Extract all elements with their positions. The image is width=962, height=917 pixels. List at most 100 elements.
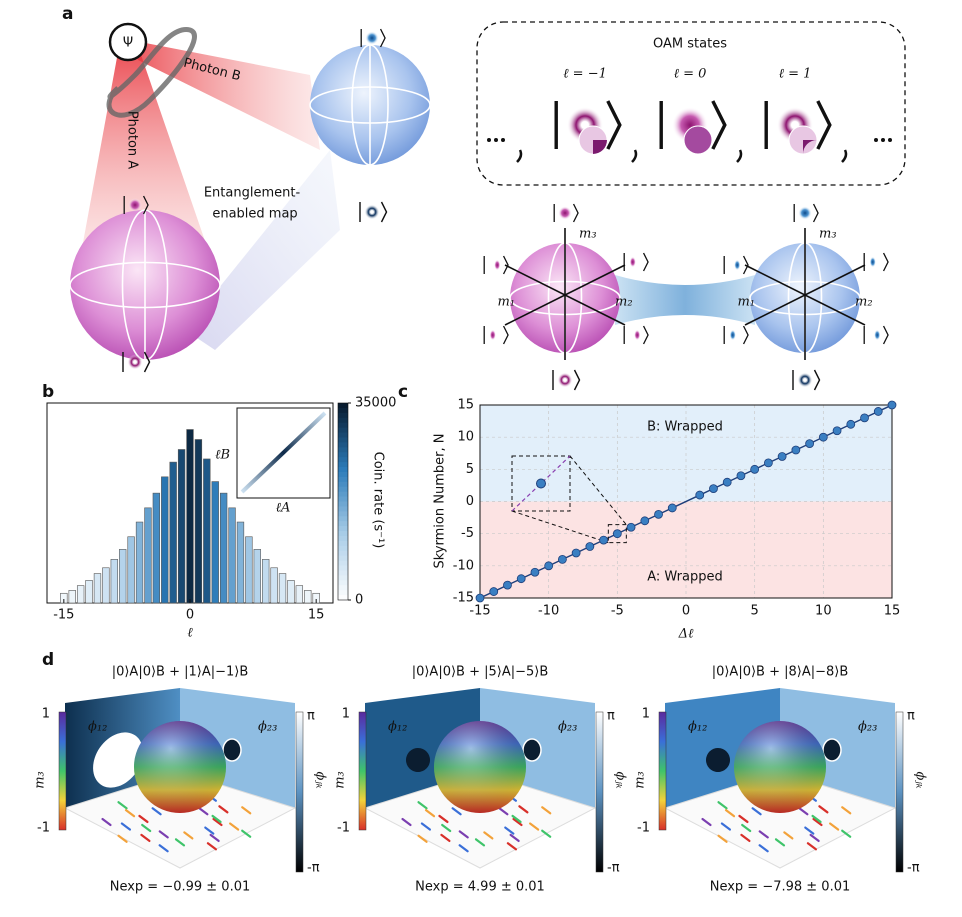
spin-arrow [438,814,449,824]
x-tick-label: -5 [611,604,624,619]
ket-angle [502,325,509,345]
oam-label: ℓ = 0 [674,67,707,82]
spin-arrow [806,842,817,851]
y-tick-label: 5 [466,462,474,477]
bar [236,521,245,604]
ket-angle [816,100,832,150]
point [489,587,499,596]
ellipsis-dot [487,138,491,142]
state-title: |0⟩A|0⟩B + |8⟩A|−8⟩B [712,665,849,680]
x-tick-label: 0 [186,608,194,623]
y-axis-label: Skyrmion Number, N [433,434,448,569]
colorbar-tick-label: 35000 [355,396,396,411]
colorbar-cell [338,407,348,414]
colorbar-cell [338,471,348,478]
ellipsis-dot [881,138,885,142]
colorbar-frame [337,402,349,601]
point [503,580,512,590]
colorbar-tick-label: π [907,709,915,724]
mode-icon [797,372,813,388]
colorbar-tick-label: -π [607,861,620,876]
inset-diagonal [240,411,327,494]
map-label: enabled map [212,207,297,222]
y-tick-label: 0 [466,494,474,509]
spin-arrow [206,842,217,851]
axis-label: m₃ [579,227,597,242]
x-tick-label: 15 [308,608,325,623]
spin-arrow [804,826,815,835]
sphere-shade [734,721,826,813]
spin-arrow [724,809,736,818]
ket-angle [742,325,749,345]
phi-label: ϕ₁₂ [388,720,407,735]
psi-circle [108,22,148,62]
mode-icon [364,204,380,220]
bar [161,476,169,604]
colorbar-cell [338,442,348,448]
comma [841,149,848,163]
map-label: Entanglement- [204,186,301,201]
colorbar-cell [338,550,348,557]
mode-icon [734,259,741,271]
spin-arrow [509,833,520,843]
ket-angle [812,203,819,223]
point [640,516,650,526]
colorbar-cell [338,511,348,517]
bar [304,590,312,604]
spin-arrow [511,814,522,824]
spin-arrow [209,833,220,843]
ket-angle [380,201,388,223]
colorbar-cell [338,560,348,567]
spin-arrow [783,831,794,840]
spin-arrow [424,809,436,818]
ellipsis-dot [874,138,878,142]
sphere-shade [134,721,226,813]
phase-sector [593,140,607,154]
axis-line [744,264,866,326]
y-tick-label: 10 [457,430,474,445]
ket-angle [379,28,386,48]
x-tick-label: 0 [682,604,690,619]
colorbar-cell [338,447,348,453]
spin-arrow [541,806,552,815]
spin-arrow [120,822,131,831]
spin-arrow [809,833,820,843]
ket-angle [742,255,749,275]
plot-frame [479,404,893,599]
spin-arrow [183,831,194,840]
spin-arrow [204,826,215,835]
colorbar-cell [338,476,348,483]
spin-arrow [741,823,752,833]
bar [85,580,93,604]
map-cone [185,150,340,350]
inset-label: ℓA [276,501,291,516]
bar [211,481,219,604]
ellipsis-dot [501,138,505,142]
y-tick-label: -5 [461,526,474,541]
spin-arrow [117,801,128,810]
ket-angle [502,255,509,275]
point [818,432,828,442]
annotation: A: Wrapped [647,570,723,585]
spin-arrow [758,830,769,839]
spin-arrow [717,801,728,810]
spin-arrow [138,814,149,824]
mode-icon [798,206,812,220]
colorbar-label: m₃ [633,771,648,789]
spin-arrow [483,831,494,840]
colorbar-cell [338,501,348,507]
colorbar-label: ϕⱼₖ [313,771,328,788]
colorbar-cell [338,427,348,434]
phase-sector [803,140,817,154]
sphere-shade [434,721,526,813]
colorbar-cell [338,412,348,419]
spin-arrow [141,823,152,833]
spin-arrow [720,822,731,831]
bar [135,521,144,604]
spin-arrow [441,823,452,833]
bar [270,567,278,604]
colorbar-label: m₃ [333,771,348,789]
spin-arrow [541,829,552,838]
bar [203,458,211,604]
